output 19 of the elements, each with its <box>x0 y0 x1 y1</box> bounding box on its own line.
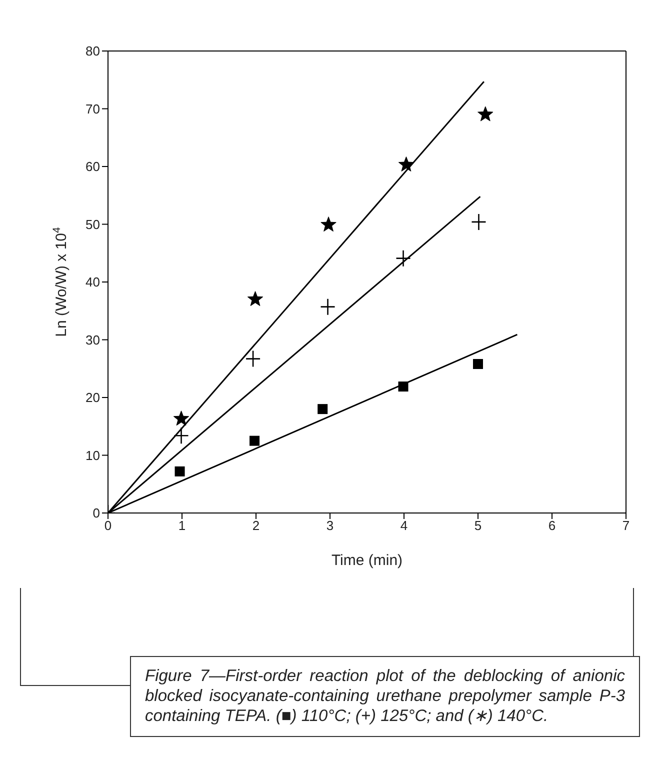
x-tick-label: 2 <box>252 518 260 534</box>
y-tick-label: 40 <box>86 274 100 290</box>
y-tick-label: 10 <box>86 448 100 463</box>
y-tick-label: 30 <box>86 332 100 348</box>
y-tick-label: 70 <box>86 101 100 116</box>
y-tick-label: 50 <box>86 216 100 232</box>
y-tick-label: 60 <box>86 159 100 174</box>
x-tick-label: 3 <box>326 518 334 534</box>
y-tick-label: 80 <box>86 44 100 59</box>
x-axis-title: Time (min) <box>331 552 403 569</box>
x-tick-label: 7 <box>622 518 630 534</box>
x-tick-label: 1 <box>178 518 186 534</box>
x-tick-label: 5 <box>474 518 482 534</box>
x-tick-label: 4 <box>400 518 408 534</box>
x-tick-label: 0 <box>104 518 112 534</box>
y-tick-label: 0 <box>92 506 100 521</box>
y-tick-label: 20 <box>86 390 100 406</box>
caption: Figure 7—First-order reaction plot of the deblocking of anionic blocked isocyanate-containing urethane prepolymer sample P-3 containing TEPA. (■) 110°C; (+) 125°C; and (∗) 140°C. <box>145 667 625 726</box>
x-tick-label: 6 <box>548 518 556 534</box>
